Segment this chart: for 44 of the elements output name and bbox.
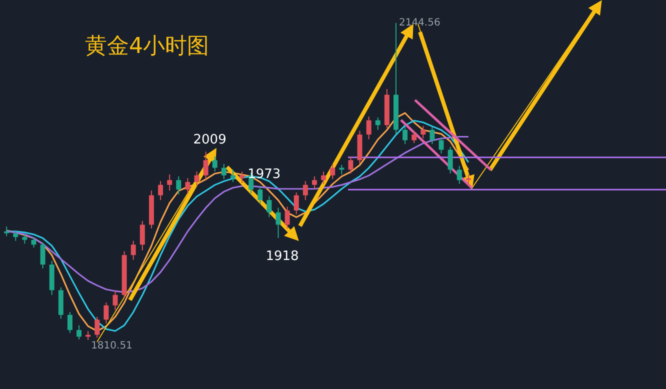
candlestick <box>167 174 172 192</box>
candlestick <box>212 156 218 172</box>
annotation: 2144.56 <box>398 18 440 29</box>
candlestick <box>430 126 435 145</box>
candlestick <box>130 240 136 260</box>
annotation: 1973 <box>248 166 281 182</box>
candlestick <box>40 242 46 269</box>
candlestick <box>221 163 226 180</box>
candlestick <box>348 156 354 174</box>
candlestick <box>321 171 326 184</box>
candlestick <box>375 116 380 130</box>
candlestick <box>22 234 28 244</box>
candlestick <box>448 146 453 174</box>
candlestick <box>366 116 372 140</box>
candlestick <box>258 185 263 204</box>
text: 1810.51 <box>91 340 132 352</box>
candlestick <box>312 176 317 190</box>
candlestick <box>266 196 272 218</box>
candlestick <box>284 206 290 230</box>
candlestick <box>420 126 426 139</box>
annotation: 2009 <box>193 132 226 148</box>
candlestick <box>76 324 82 340</box>
candlestick <box>302 180 308 201</box>
annotation: 1918 <box>266 248 299 264</box>
candlestick <box>294 192 299 215</box>
candlestick <box>176 176 182 195</box>
text: 黄金4小时图 <box>85 34 209 59</box>
candlestick <box>185 178 190 194</box>
candlestick <box>466 174 471 186</box>
candlestick <box>94 316 100 338</box>
candlestick <box>438 136 444 154</box>
candlestick <box>158 180 164 201</box>
candlestick <box>104 302 109 324</box>
candlestick <box>402 126 408 145</box>
candlestick <box>67 312 72 334</box>
candlestick <box>412 130 417 144</box>
candlestick <box>112 290 118 311</box>
candlestick <box>203 151 208 180</box>
candlestick <box>13 230 18 242</box>
candlestick <box>4 226 10 237</box>
candlestick <box>456 165 462 184</box>
candlestick <box>140 220 145 251</box>
candlestick <box>330 163 336 180</box>
candlestick <box>31 236 36 248</box>
